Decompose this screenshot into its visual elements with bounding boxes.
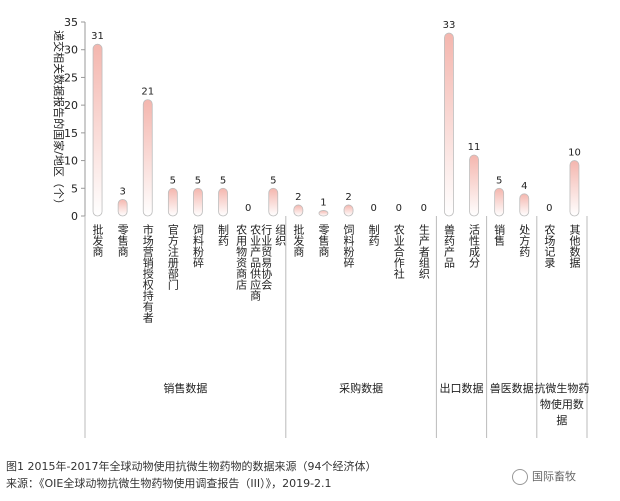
data-label: 31 bbox=[91, 31, 104, 42]
data-label: 21 bbox=[141, 87, 154, 98]
category-label: 农业合作社 bbox=[392, 223, 405, 280]
y-tick-label: 20 bbox=[64, 99, 78, 112]
y-tick-label: 25 bbox=[64, 71, 78, 84]
y-tick-label: 15 bbox=[64, 127, 78, 140]
group-label: 据 bbox=[556, 413, 567, 427]
bar bbox=[218, 187, 228, 217]
data-label: 0 bbox=[421, 203, 427, 214]
group-label: 采购数据 bbox=[339, 381, 383, 395]
data-label: 3 bbox=[119, 186, 125, 197]
category-label: 官方注册部门 bbox=[166, 223, 179, 291]
data-label: 5 bbox=[496, 175, 502, 186]
category-label: 处方药 bbox=[518, 224, 531, 258]
data-label: 4 bbox=[521, 181, 527, 192]
bar bbox=[318, 210, 329, 217]
y-axis-label: 递交相关数据报告的国家/地区（个） bbox=[52, 30, 66, 210]
category-label: 饲料粉碎 bbox=[342, 224, 355, 269]
data-label: 5 bbox=[270, 175, 276, 186]
category-label: 市场营销授权持有者 bbox=[141, 223, 154, 324]
category-label: 其他数据 bbox=[568, 224, 581, 269]
category-label: 零售商 bbox=[116, 224, 129, 258]
bar bbox=[343, 204, 354, 217]
group-label: 销售数据 bbox=[163, 381, 207, 395]
bar bbox=[494, 187, 505, 217]
data-label: 2 bbox=[345, 192, 351, 203]
category-label: 活性成分 bbox=[468, 224, 481, 268]
category-label: 农业产品供应商 bbox=[249, 223, 262, 302]
bar bbox=[519, 193, 530, 217]
y-tick-label: 35 bbox=[64, 16, 78, 29]
watermark: 国际畜牧 bbox=[512, 468, 576, 485]
y-tick-label: 10 bbox=[64, 155, 78, 168]
data-label: 2 bbox=[295, 192, 301, 203]
category-label: 兽药产品 bbox=[442, 223, 455, 268]
y-tick-label: 30 bbox=[64, 44, 78, 57]
figure-caption: 图1 2015年-2017年全球动物使用抗微生物药物的数据来源（94个经济体） bbox=[6, 460, 377, 473]
group-label: 物使用数 bbox=[540, 397, 584, 411]
wechat-icon bbox=[512, 469, 528, 485]
data-label: 10 bbox=[568, 148, 581, 159]
category-label: 批发商 bbox=[292, 223, 305, 258]
data-label: 5 bbox=[220, 175, 226, 186]
group-label: 出口数据 bbox=[440, 381, 484, 395]
category-label: 制药 bbox=[367, 224, 380, 247]
watermark-text: 国际畜牧 bbox=[532, 470, 576, 483]
group-label: 兽医数据 bbox=[490, 381, 534, 395]
category-label: 生产者组织 bbox=[417, 223, 430, 279]
data-label: 1 bbox=[320, 197, 326, 208]
bar bbox=[469, 154, 479, 217]
data-label: 5 bbox=[195, 175, 201, 186]
data-label: 0 bbox=[370, 203, 376, 214]
category-label: 行业贸易协会 bbox=[260, 224, 273, 290]
category-label: 农用物资商店 bbox=[235, 223, 248, 290]
data-label: 33 bbox=[443, 20, 456, 31]
data-label: 11 bbox=[468, 142, 481, 153]
y-tick-label: 0 bbox=[71, 210, 78, 223]
data-label: 0 bbox=[396, 203, 402, 214]
data-label: 0 bbox=[245, 203, 251, 214]
category-label: 零售商 bbox=[317, 224, 330, 258]
category-label: 饲料粉碎 bbox=[191, 224, 204, 269]
data-label: 0 bbox=[546, 203, 552, 214]
category-label: 销售 bbox=[493, 223, 506, 247]
source-caption: 来源：《OIE全球动物抗微生物药物使用调查报告（III）》，2019-2.1 bbox=[6, 477, 332, 490]
bar bbox=[268, 187, 279, 217]
bar bbox=[293, 204, 304, 217]
bar bbox=[444, 32, 454, 217]
bar bbox=[167, 187, 178, 217]
bar bbox=[142, 99, 153, 217]
category-label: 组织 bbox=[274, 223, 287, 246]
category-label: 批发商 bbox=[91, 223, 104, 258]
bar bbox=[569, 160, 580, 217]
bar bbox=[92, 43, 103, 217]
category-label: 农场记录 bbox=[543, 223, 556, 268]
bar bbox=[117, 198, 128, 217]
category-label: 制药 bbox=[217, 224, 230, 247]
data-label: 5 bbox=[170, 175, 176, 186]
bar bbox=[193, 187, 203, 217]
group-label: 抗微生物药 bbox=[534, 381, 589, 395]
y-tick-label: 5 bbox=[71, 182, 78, 195]
